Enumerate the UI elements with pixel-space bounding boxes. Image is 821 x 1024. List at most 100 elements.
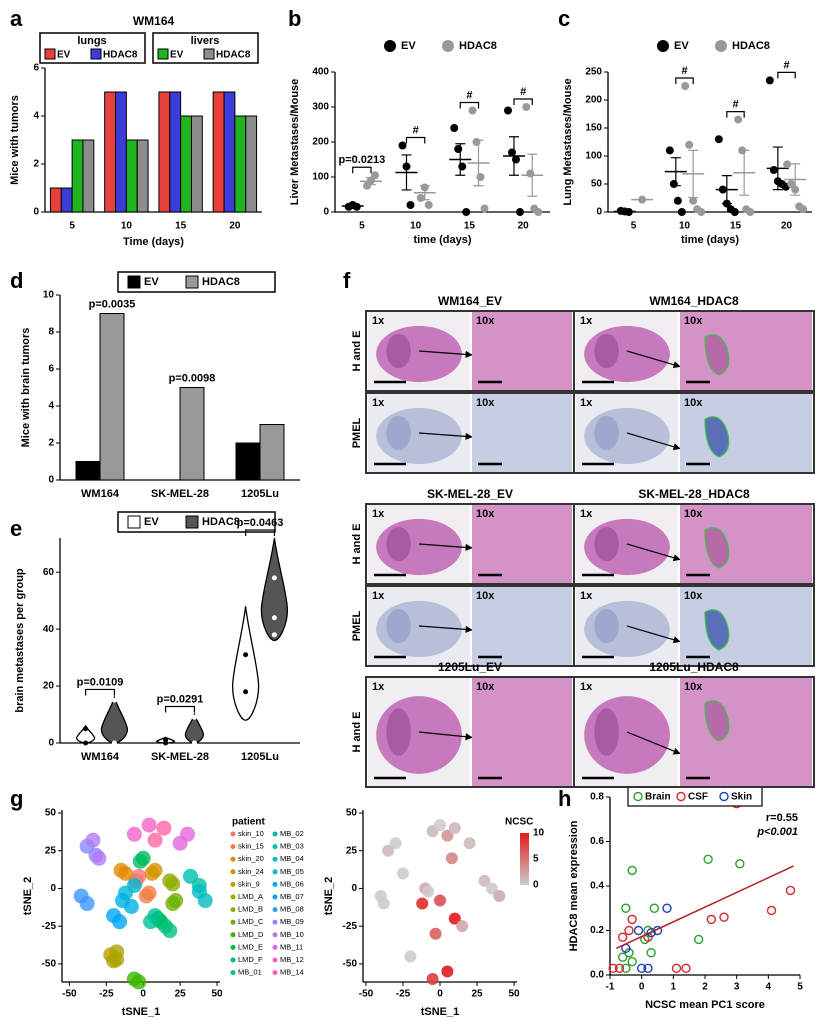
x-axis-label: tSNE_1: [122, 1006, 161, 1018]
image-tile: [680, 394, 812, 472]
legend-marker: [633, 791, 643, 802]
legend-marker: [230, 831, 236, 837]
legend-label: MB_10: [280, 930, 304, 939]
image-frame: [573, 676, 815, 788]
point: [468, 106, 477, 115]
image-title: 1205Lu_HDAC8: [649, 660, 739, 674]
point: [106, 953, 122, 969]
error-bar: [688, 149, 699, 199]
x-tick-label: 0: [437, 989, 443, 1000]
legend-label: LMD_C: [238, 917, 264, 926]
legend-label: MB_12: [280, 955, 304, 964]
magnification: 10x: [476, 681, 495, 693]
bracket: [459, 101, 480, 109]
legend-group: lungs: [77, 35, 106, 47]
legend-marker: [272, 869, 278, 875]
image-title: WM164_EV: [438, 294, 502, 308]
point: [83, 740, 89, 746]
point: [746, 208, 755, 216]
point: [493, 890, 506, 902]
y-tick-label: -50: [42, 959, 57, 970]
y-tick-label: 0.2: [590, 925, 604, 936]
error-bar: [721, 175, 732, 205]
legend-marker: [127, 275, 141, 289]
legend-marker: [676, 791, 686, 802]
point: [693, 934, 704, 945]
y-tick-label: 4: [33, 111, 39, 122]
legend-marker: [272, 907, 278, 913]
point: [463, 837, 476, 850]
y-tick-label: 0: [48, 738, 54, 749]
y-tick-label: 0.6: [590, 836, 604, 847]
point: [131, 974, 147, 990]
x-tick-label: 50: [508, 989, 520, 1000]
bar: [235, 442, 261, 481]
error-bar: [739, 149, 750, 196]
point: [156, 820, 172, 836]
point: [271, 575, 277, 581]
legend-label: Skin: [731, 792, 752, 803]
magnification: 1x: [580, 315, 593, 327]
y-tick-label: 50: [591, 179, 603, 190]
point: [389, 837, 402, 850]
point: [697, 208, 706, 216]
legend-label: MB_01: [238, 968, 262, 977]
annotation: p=0.0291: [157, 693, 204, 705]
annotation: r=0.55: [766, 812, 798, 824]
lesion: [704, 527, 730, 569]
tissue-fold: [594, 415, 619, 451]
panel-letter: b: [288, 6, 301, 31]
legend-marker: [157, 48, 169, 60]
point: [769, 166, 778, 174]
point: [462, 208, 471, 216]
annotation: #: [732, 99, 738, 111]
x-tick-label: -25: [396, 989, 411, 1000]
y-tick-label: 0.4: [590, 881, 604, 892]
colorbar: [520, 833, 529, 885]
bar: [75, 461, 101, 481]
legend-label: MB_09: [280, 917, 304, 926]
legend-label: EV: [401, 40, 416, 52]
x-tick-label: 1205Lu: [241, 488, 279, 500]
annotation: #: [466, 89, 472, 101]
y-tick-label: 0: [48, 475, 54, 486]
bracket: [245, 529, 275, 536]
point: [180, 826, 196, 842]
tissue-fold: [594, 526, 619, 562]
image-frame: [573, 585, 815, 667]
legend-marker: [230, 957, 236, 963]
image-tile: [680, 678, 812, 786]
x-tick-label: 25: [471, 989, 483, 1000]
bar: [169, 91, 182, 213]
point: [398, 141, 407, 150]
x-axis-label: time (days): [413, 234, 471, 246]
point: [162, 923, 178, 939]
magnification: 1x: [580, 508, 593, 520]
point: [703, 854, 713, 864]
point: [396, 867, 409, 880]
y-tick-label: 8: [48, 327, 54, 338]
lesion: [704, 334, 730, 376]
legend-title: patient: [232, 817, 265, 828]
point: [112, 914, 128, 930]
image-frame: [573, 392, 815, 474]
arrow: [626, 432, 681, 451]
legend-label: MB_03: [280, 842, 304, 851]
colorbar-tick-label: 10: [533, 828, 545, 839]
image-tile: [472, 678, 572, 786]
point: [243, 652, 249, 658]
point: [621, 963, 631, 974]
point: [734, 115, 743, 124]
bar: [158, 91, 171, 213]
x-tick-label: -25: [99, 989, 114, 1000]
point: [441, 829, 454, 842]
lesion: [704, 609, 730, 651]
y-tick-label: 200: [585, 95, 602, 106]
y-tick-label: 100: [312, 172, 329, 183]
x-tick-label: 5: [797, 982, 803, 993]
x-tick-label: -50: [359, 989, 374, 1000]
y-tick-label: 25: [346, 845, 358, 856]
y-tick-label: -50: [343, 959, 358, 970]
point: [115, 893, 131, 909]
legend-label: EV: [57, 50, 71, 61]
